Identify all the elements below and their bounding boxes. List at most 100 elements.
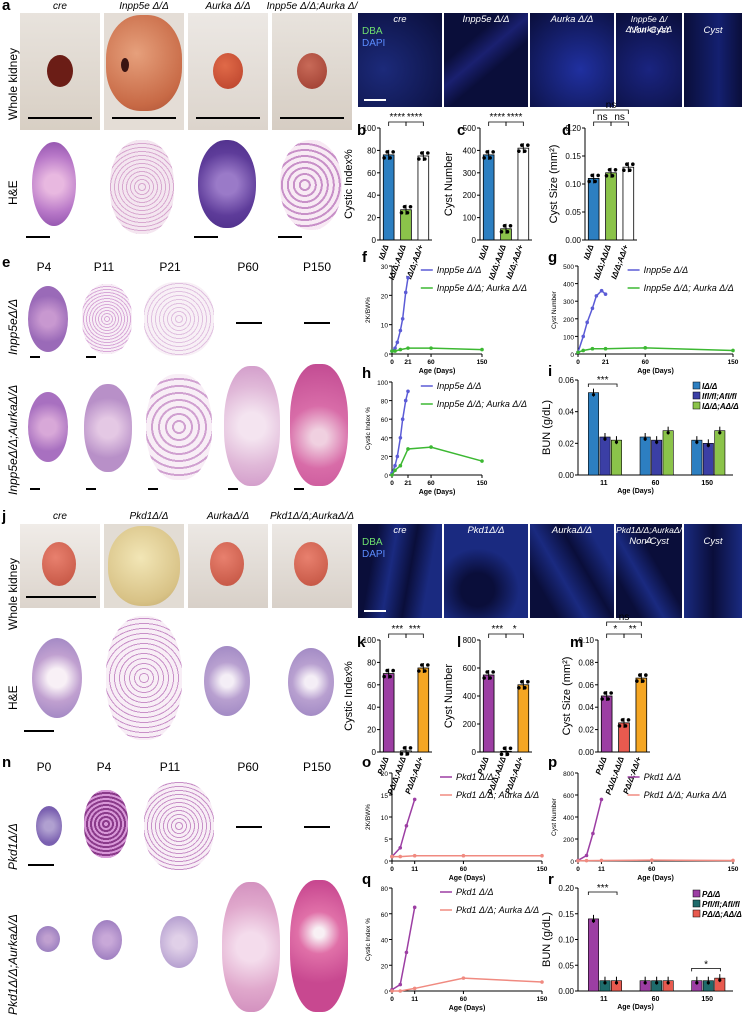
data-point [604,174,609,178]
y-tick-label: 20 [381,454,389,461]
data-point [382,156,386,160]
data-point [412,797,417,802]
bar [517,147,530,241]
fluor-label: Aurka Δ/Δ [550,14,594,25]
y-tick-label: 80 [367,658,376,667]
bar [417,155,430,241]
data-point [385,150,389,154]
significance-bracket [505,633,524,638]
x-tick-label: 150 [701,480,713,487]
data-point [606,697,610,701]
data-point [488,676,492,680]
data-point [408,746,413,750]
x-tick-label: 0 [390,866,394,873]
x-tick-label: 150 [728,359,739,366]
bar [588,392,599,476]
y-axis-label: 2K/BW% [365,297,372,323]
data-point [614,440,619,444]
y-tick-label: 100 [377,380,388,387]
he-section-aurka [188,134,268,246]
legend-swatch [692,909,701,918]
y-tick-label: 10 [381,815,389,822]
significance-bracket [488,633,507,638]
y-tick-label: 0.00 [578,748,594,757]
data-point [622,168,626,172]
data-point [631,162,635,166]
data-point [620,718,625,722]
data-point [393,463,397,468]
data-point [395,454,400,459]
y-tick-label: 0 [472,236,477,245]
y-axis-label: Cyst Number [551,797,558,836]
data-point [599,288,604,293]
y-tick-label: 100 [563,334,574,341]
data-point [718,978,722,982]
data-point [390,989,394,993]
bar [588,918,599,992]
data-point [398,436,403,440]
data-point [517,149,521,153]
bar [600,695,613,753]
x-tick-label: IΔ/Δ;AΔ/Δ [487,243,508,281]
y-tick-label: 800 [563,771,574,778]
x-tick-label: PΔ/Δ [376,755,391,776]
data-point [666,431,670,435]
fluor-sublabel-noncyst: Non-Cyst [629,25,669,36]
significance-bracket [505,121,524,126]
x-tick-label: 0 [576,866,580,873]
bar [714,430,726,476]
row-label-whole-kidney: Whole kidney [6,47,20,120]
x-tick-label: PΔ/Δ;AΔ/Δ [486,755,508,796]
no-data-line [236,826,262,828]
data-point [429,445,433,449]
series-line [577,347,734,353]
x-tick-label: 60 [460,996,468,1003]
he-section-aurka [188,612,268,744]
legend-label: Pkd1 Δ/Δ [456,772,494,782]
data-point [400,317,405,321]
data-point [643,346,648,350]
y-tick-label: 5 [384,837,388,844]
x-tick-label: IΔ/Δ;AΔ/+ [404,243,425,280]
data-point [391,668,395,673]
timepoint-label: P60 [237,260,259,274]
y-tick-label: 0.15 [565,152,581,161]
timepoint-label: P0 [36,760,52,774]
data-point [480,347,484,352]
significance-label: **** [390,112,406,123]
data-point [584,858,589,863]
fluor-image-cre: cre DBA DAPI [358,524,442,618]
y-tick-label: 800 [463,636,477,645]
data-point [576,350,580,355]
y-tick-label: 40 [367,191,376,200]
whole-kidney-photo-cre [20,524,100,608]
significance-label: ns [597,112,608,123]
legend-label: PΔ/Δ [702,890,721,899]
x-axis-label: Age (Days) [637,875,674,882]
y-tick-label: 600 [563,793,574,800]
panel-label-a: a [2,0,11,14]
y-tick-label: 0.04 [578,703,594,712]
bar [382,673,395,753]
he-timecourse-double-p60 [222,362,282,500]
dba-label: DBA [362,537,383,548]
he-section-pkd1 [104,612,184,744]
y-tick-label: 20 [381,293,389,300]
data-point [625,162,629,166]
x-tick-label: PΔ/Δ;AΔ/+ [503,755,525,795]
fluor-label: Inpp5e Δ/Δ;Aurka Δ/Δ [625,14,673,34]
data-point [426,663,430,667]
y-tick-label: 20 [381,771,389,778]
y-tick-label: 0.10 [578,636,594,645]
x-axis-label: Age (Days) [617,1004,654,1011]
series-line [391,391,409,474]
data-point [406,389,410,394]
significance-label: *** [491,624,503,635]
data-point [540,853,544,858]
data-point [390,349,394,353]
significance-label: * [513,624,517,635]
fluor-label: AurkaΔ/Δ [551,525,593,536]
x-tick-label: IΔ/Δ;AΔ/+ [609,243,630,280]
genotype-label: Inpp5e Δ/Δ [119,1,169,12]
data-point [382,674,386,679]
